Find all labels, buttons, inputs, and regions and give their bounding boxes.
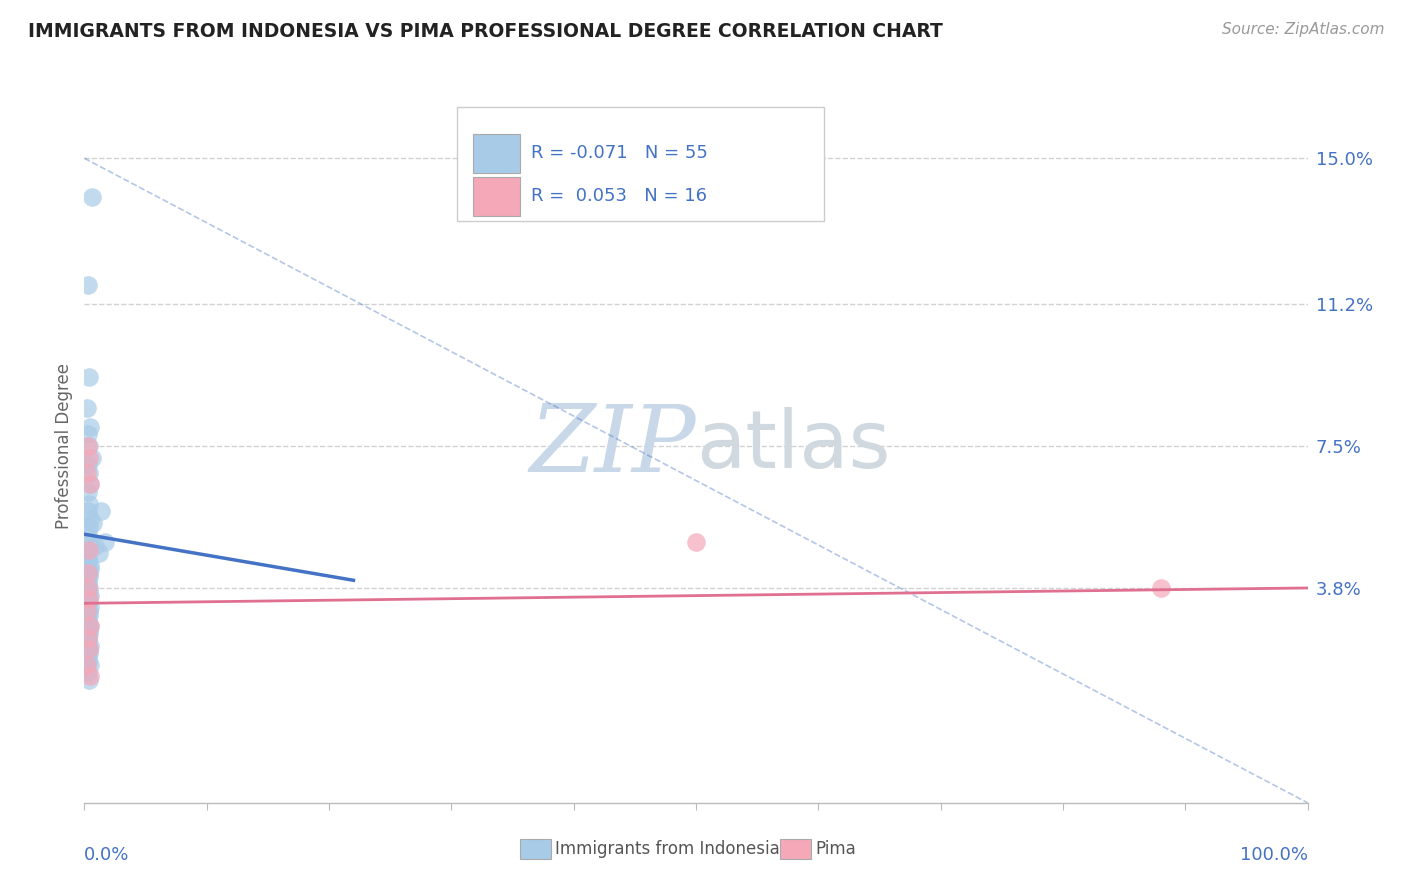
- Point: [77, 566, 100, 580]
- Point: [87, 546, 110, 560]
- Point: [79, 619, 101, 633]
- Bar: [474, 134, 520, 173]
- Point: [77, 527, 100, 541]
- Point: [77, 642, 100, 657]
- Point: [77, 665, 100, 680]
- Point: [77, 458, 100, 473]
- Point: [77, 612, 100, 626]
- Point: [77, 277, 100, 292]
- Point: [77, 542, 100, 557]
- Point: [77, 554, 100, 568]
- Point: [79, 589, 101, 603]
- Point: [77, 466, 100, 480]
- Point: [1150, 581, 1173, 595]
- Point: [77, 504, 100, 518]
- Point: [79, 669, 101, 683]
- Point: [79, 535, 101, 549]
- Point: [77, 650, 100, 665]
- Point: [77, 574, 100, 588]
- Point: [76, 657, 98, 672]
- Text: R = -0.071   N = 55: R = -0.071 N = 55: [531, 145, 707, 162]
- Point: [77, 439, 100, 453]
- Point: [77, 542, 100, 557]
- Point: [79, 512, 101, 526]
- Point: [77, 631, 100, 645]
- Point: [77, 584, 100, 599]
- Point: [77, 642, 100, 657]
- Point: [77, 607, 100, 622]
- Point: [77, 654, 100, 668]
- Point: [77, 634, 100, 648]
- Point: [79, 639, 101, 653]
- Point: [77, 427, 100, 442]
- Point: [77, 646, 100, 660]
- Point: [80, 450, 103, 465]
- Point: [77, 370, 100, 384]
- Point: [77, 673, 100, 687]
- Point: [79, 477, 101, 491]
- Bar: [474, 177, 520, 216]
- Point: [77, 450, 100, 465]
- Point: [79, 558, 101, 572]
- Point: [77, 592, 100, 607]
- Text: Source: ZipAtlas.com: Source: ZipAtlas.com: [1222, 22, 1385, 37]
- Point: [77, 577, 100, 591]
- Point: [77, 581, 100, 595]
- Text: ZIP: ZIP: [529, 401, 696, 491]
- Point: [77, 604, 100, 618]
- Point: [77, 485, 100, 500]
- Point: [77, 550, 100, 565]
- Point: [79, 562, 101, 576]
- Point: [79, 477, 101, 491]
- Point: [76, 604, 98, 618]
- Point: [77, 566, 100, 580]
- Point: [77, 596, 100, 610]
- Y-axis label: Professional Degree: Professional Degree: [55, 363, 73, 529]
- Point: [77, 623, 100, 637]
- Text: Immigrants from Indonesia: Immigrants from Indonesia: [555, 840, 780, 858]
- Point: [76, 401, 98, 415]
- Text: atlas: atlas: [696, 407, 890, 485]
- Point: [77, 569, 100, 583]
- Point: [77, 497, 100, 511]
- Point: [79, 419, 101, 434]
- Point: [685, 535, 707, 549]
- Point: [90, 504, 112, 518]
- Text: 0.0%: 0.0%: [84, 846, 129, 863]
- Point: [79, 619, 101, 633]
- Point: [79, 600, 101, 615]
- Point: [77, 615, 100, 630]
- Point: [77, 439, 100, 453]
- Point: [77, 627, 100, 641]
- Text: 100.0%: 100.0%: [1240, 846, 1308, 863]
- Point: [77, 519, 100, 533]
- Point: [76, 466, 98, 480]
- Point: [77, 592, 100, 607]
- Text: IMMIGRANTS FROM INDONESIA VS PIMA PROFESSIONAL DEGREE CORRELATION CHART: IMMIGRANTS FROM INDONESIA VS PIMA PROFES…: [28, 22, 943, 41]
- Point: [80, 189, 103, 203]
- Point: [94, 535, 117, 549]
- FancyBboxPatch shape: [457, 107, 824, 221]
- Point: [77, 631, 100, 645]
- Point: [82, 516, 104, 530]
- Point: [84, 539, 107, 553]
- Text: Pima: Pima: [815, 840, 856, 858]
- Point: [79, 657, 101, 672]
- Text: R =  0.053   N = 16: R = 0.053 N = 16: [531, 187, 707, 205]
- Point: [77, 581, 100, 595]
